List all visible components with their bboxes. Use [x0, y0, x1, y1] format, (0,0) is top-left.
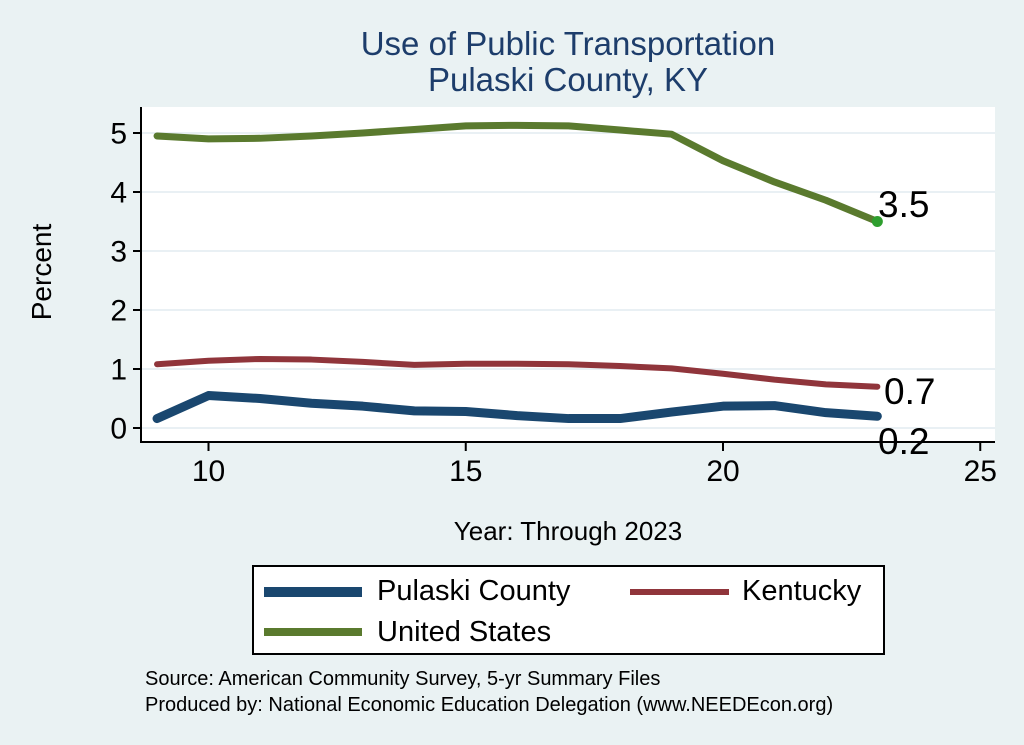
y-tick-label-5: 5 [110, 118, 127, 151]
x-tick-label-20: 20 [706, 455, 739, 488]
end-value-label-kentucky: 0.7 [884, 371, 936, 412]
chart-title: Use of Public Transportation Pulaski Cou… [141, 26, 995, 98]
series-line-united-states [153, 121, 881, 225]
y-tick-label-3: 3 [110, 236, 127, 269]
produced-by-note: Produced by: National Economic Education… [145, 694, 834, 716]
y-tick-label-4: 4 [110, 177, 127, 210]
chart-title-line2: Pulaski County, KY [427, 61, 709, 98]
end-point-marker-united-states [871, 216, 883, 227]
plot-area [141, 107, 995, 442]
legend-label-united-states: United States [377, 616, 552, 648]
y-axis-title: Percent [26, 223, 57, 321]
legend-label-pulaski-county: Pulaski County [377, 575, 571, 607]
y-tick-label-0: 0 [110, 413, 127, 446]
legend: Pulaski County Kentucky United States [252, 565, 885, 655]
legend-swatch-kentucky [630, 589, 729, 595]
y-tick-label-1: 1 [110, 354, 127, 387]
legend-swatch-united-states [264, 628, 362, 636]
end-value-label-pulaski-county: 0.2 [878, 421, 930, 462]
source-note: Source: American Community Survey, 5-yr … [145, 668, 661, 690]
legend-swatch-pulaski-county [264, 587, 362, 597]
x-tick-label-10: 10 [192, 455, 225, 488]
x-tick-label-15: 15 [449, 455, 482, 488]
series-line-pulaski-county [152, 391, 882, 424]
footer-notes: Source: American Community Survey, 5-yr … [145, 666, 833, 718]
series-line-kentucky [154, 355, 881, 390]
x-axis-title: Year: Through 2023 [453, 516, 683, 546]
x-tick-label-25: 25 [964, 455, 997, 488]
y-tick-label-2: 2 [110, 295, 127, 328]
chart-title-line1: Use of Public Transportation [360, 25, 776, 62]
legend-label-kentucky: Kentucky [742, 575, 862, 607]
end-value-label-united-states: 3.5 [878, 184, 930, 225]
